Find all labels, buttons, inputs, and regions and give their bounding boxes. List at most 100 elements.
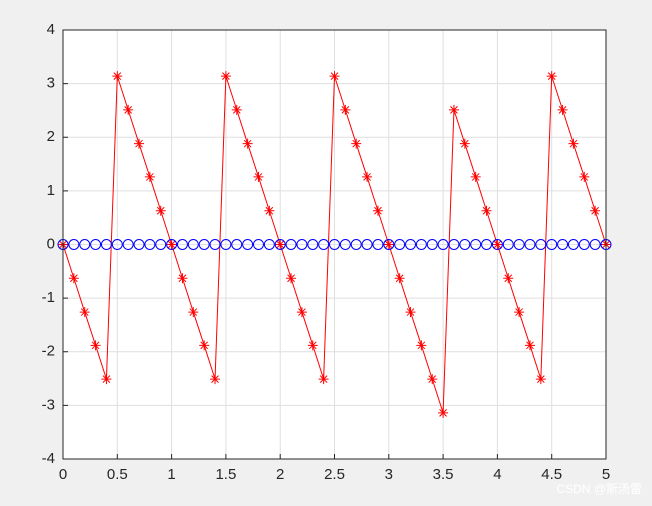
circle-marker	[187, 239, 199, 250]
star-marker	[155, 205, 166, 216]
circle-marker	[448, 239, 460, 250]
circle-marker	[589, 239, 601, 250]
star-marker	[394, 273, 405, 284]
x-tick-label: 0	[59, 466, 67, 483]
circle-marker	[100, 239, 112, 250]
circle-marker	[567, 239, 579, 250]
x-tick-label: 3.5	[433, 466, 454, 483]
circle-marker	[68, 239, 80, 250]
star-marker	[546, 71, 557, 82]
star-marker	[79, 307, 90, 318]
star-marker	[188, 307, 199, 318]
circle-marker	[524, 239, 536, 250]
circle-marker	[361, 239, 373, 250]
star-marker	[112, 71, 123, 82]
star-marker	[590, 205, 601, 216]
star-marker	[296, 307, 307, 318]
circle-marker	[437, 239, 449, 250]
circle-marker	[209, 239, 221, 250]
x-tick-label: 4.5	[541, 466, 562, 483]
circle-marker	[79, 239, 91, 250]
circle-marker	[350, 239, 362, 250]
y-tick-label: 4	[47, 21, 55, 38]
circle-marker	[329, 239, 340, 250]
circle-marker	[111, 239, 123, 250]
circle-marker	[546, 239, 558, 250]
star-marker	[68, 273, 79, 284]
star-marker	[470, 171, 481, 182]
watermark: CSDN @斯汤雷	[556, 482, 642, 496]
star-marker	[231, 104, 242, 115]
circle-marker	[557, 239, 569, 250]
circle-marker	[383, 239, 395, 250]
star-marker	[372, 205, 383, 216]
y-tick-label: 2	[47, 128, 55, 145]
star-marker	[253, 171, 264, 182]
star-marker	[307, 340, 318, 351]
star-marker	[383, 239, 394, 250]
star-marker	[448, 104, 459, 115]
star-marker	[427, 374, 438, 385]
star-marker	[459, 138, 470, 149]
circle-marker	[502, 239, 514, 250]
y-tick-label: -1	[42, 289, 55, 306]
star-marker	[134, 138, 145, 149]
circle-marker	[470, 239, 482, 250]
star-marker	[318, 374, 329, 385]
star-marker	[199, 340, 210, 351]
x-tick-label: 2.5	[324, 466, 345, 483]
star-marker	[101, 374, 112, 385]
circle-marker	[166, 239, 178, 250]
x-tick-label: 0.5	[107, 466, 128, 483]
star-marker	[123, 104, 134, 115]
circle-marker	[252, 239, 264, 250]
circle-marker	[242, 239, 254, 250]
circle-marker	[491, 239, 503, 250]
y-tick-label: 1	[47, 182, 55, 199]
x-tick-label: 5	[602, 466, 610, 483]
circle-marker	[513, 239, 525, 250]
circle-marker	[144, 239, 156, 250]
star-marker	[210, 374, 221, 385]
circle-marker	[198, 239, 210, 250]
star-marker	[568, 138, 579, 149]
y-tick-label: 0	[47, 235, 55, 252]
circle-marker	[231, 239, 243, 250]
y-tick-label: -4	[42, 450, 55, 467]
star-marker	[144, 171, 155, 182]
star-marker	[535, 374, 546, 385]
circle-marker	[90, 239, 102, 250]
star-marker	[286, 273, 297, 284]
y-tick-label: -3	[42, 396, 55, 413]
y-tick-label: -2	[42, 343, 55, 360]
circle-marker	[122, 239, 134, 250]
star-marker	[166, 239, 177, 250]
circle-marker	[535, 239, 547, 250]
circle-marker	[578, 239, 590, 250]
circle-marker	[133, 239, 145, 250]
star-marker	[340, 104, 351, 115]
circle-marker	[307, 239, 319, 250]
star-marker	[405, 307, 416, 318]
circle-marker	[481, 239, 493, 250]
star-marker	[579, 171, 590, 182]
x-tick-label: 1	[167, 466, 175, 483]
circle-marker	[415, 239, 427, 250]
star-marker	[242, 138, 253, 149]
x-tick-label: 3	[385, 466, 393, 483]
x-tick-label: 4	[493, 466, 501, 483]
circle-marker	[274, 239, 286, 250]
circle-marker	[318, 239, 330, 250]
circle-marker	[285, 239, 297, 250]
circle-marker	[405, 239, 417, 250]
star-marker	[514, 307, 525, 318]
star-marker	[275, 239, 286, 250]
circle-marker	[394, 239, 406, 250]
circle-marker	[296, 239, 308, 250]
star-marker	[524, 340, 535, 351]
star-marker	[503, 273, 514, 284]
star-marker	[438, 407, 449, 418]
star-marker	[90, 340, 101, 351]
star-marker	[481, 205, 492, 216]
y-tick-label: 3	[47, 75, 55, 92]
